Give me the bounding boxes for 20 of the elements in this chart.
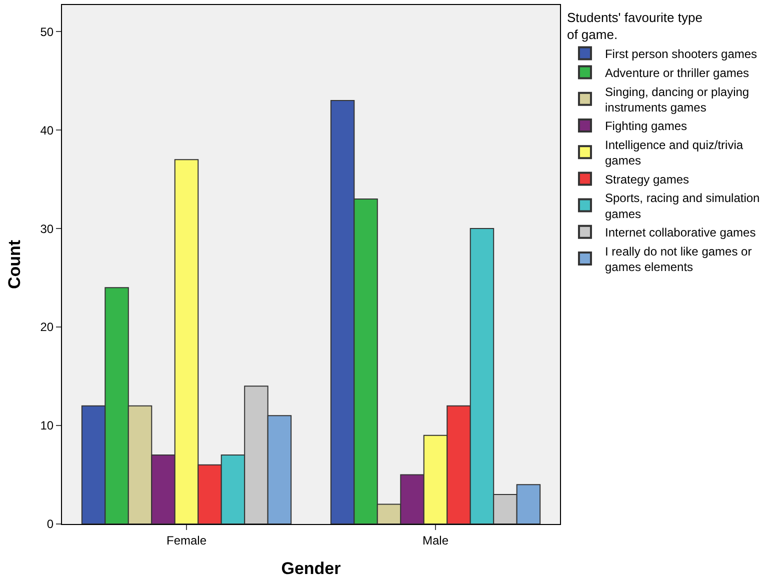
legend-label: Fighting games [604, 119, 688, 134]
x-tick-label: Male [422, 533, 449, 548]
y-tick-label: 40 [40, 123, 54, 138]
legend-label: Intelligence and quiz/trivia games [604, 138, 744, 168]
legend-label: Sports, racing and simulation games [604, 191, 760, 221]
legend-label: Strategy games [604, 172, 690, 186]
y-tick-label: 0 [46, 517, 54, 532]
legend-label: Internet collaborative games [604, 226, 756, 240]
legend-label: I really do not like games or games elements [604, 244, 752, 274]
legend-label: Adventure or thriller games [604, 66, 750, 80]
legend-title: Students' favourite type of game. [566, 10, 702, 42]
y-axis-title: Count [4, 240, 24, 290]
y-tick-label: 10 [40, 418, 54, 433]
y-tick-label: 30 [40, 222, 54, 236]
x-tick-label: Female [166, 533, 207, 548]
x-axis-title: Gender [281, 558, 342, 578]
y-tick-label: 20 [40, 320, 54, 334]
y-tick-label: 50 [40, 24, 54, 39]
legend-label: Singing, dancing or playing instruments games [604, 84, 750, 114]
legend-label: First person shooters games [604, 46, 758, 61]
